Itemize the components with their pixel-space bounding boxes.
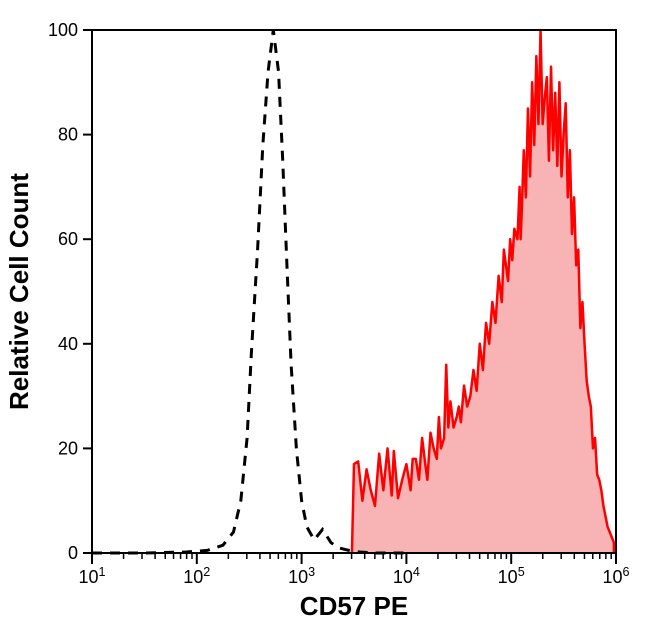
svg-text:100: 100 [48, 20, 78, 40]
svg-text:80: 80 [58, 125, 78, 145]
y-axis-label: Relative Cell Count [4, 173, 34, 410]
chart-svg: 101102103104105106020406080100CD57 PERel… [0, 0, 646, 641]
svg-text:60: 60 [58, 229, 78, 249]
svg-text:40: 40 [58, 334, 78, 354]
svg-text:20: 20 [58, 438, 78, 458]
x-axis-label: CD57 PE [300, 591, 408, 621]
svg-text:0: 0 [68, 543, 78, 563]
flow-cytometry-histogram: 101102103104105106020406080100CD57 PERel… [0, 0, 646, 641]
